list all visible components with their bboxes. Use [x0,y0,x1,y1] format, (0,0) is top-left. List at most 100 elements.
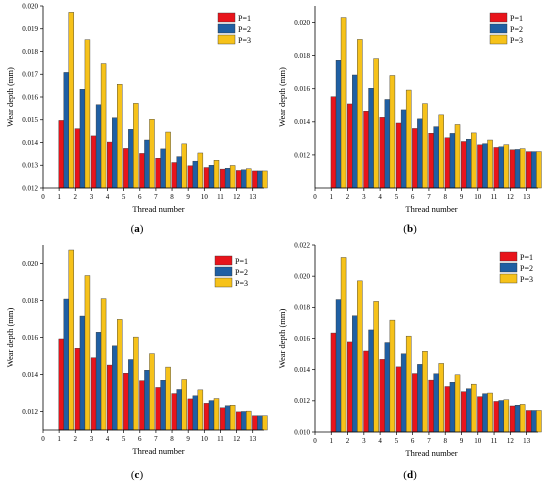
y-tick-label-d-6: 0.022 [294,241,310,249]
bar-b-P2-1 [335,60,342,189]
bar-d-P2-2 [352,315,358,433]
y-tick-label-a-4: 0.016 [22,93,38,101]
bar-a-P2-8 [176,156,182,189]
panel-label-a: (a) [131,223,144,235]
x-tick-label-c-12: 12 [233,435,241,443]
y-tick-label-c-4: 0.020 [22,260,38,268]
bar-d-P1-3 [363,350,369,433]
bar-b-P2-5 [400,109,407,189]
x-tick-label-a-13: 13 [249,193,257,201]
x-tick-label-b-6: 6 [411,193,415,201]
bar-d-P2-7 [433,373,439,433]
x-tick-label-a-4: 4 [106,193,110,201]
bar-b-P3-2 [357,39,363,189]
bar-a-P1-5 [123,148,129,189]
x-tick-label-b-3: 3 [362,193,366,201]
bar-c-P3-12 [246,410,252,431]
legend-swatch-a-P2 [217,23,236,34]
bar-a-P2-9 [192,160,199,189]
bar-b-P3-10 [487,139,493,189]
bar-c-P1-4 [106,364,113,431]
bar-b-P1-13 [526,151,532,189]
bar-d-P1-1 [330,332,337,433]
bar-a-P3-11 [229,165,236,189]
x-tick-label-a-3: 3 [90,193,94,201]
bar-c-P2-2 [79,315,86,431]
bar-d-P1-2 [347,341,353,433]
legend-label-a-P3: P=3 [238,36,251,45]
bar-d-P2-6 [417,364,423,433]
x-tick-label-c-13: 13 [249,435,257,443]
bar-a-P3-1 [68,12,75,189]
x-tick-label-a-6: 6 [138,193,142,201]
y-tick-label-d-0: 0.010 [294,428,310,436]
x-tick-label-c-2: 2 [74,435,78,443]
bar-d-P2-1 [335,299,342,433]
y-tick-label-d-4: 0.018 [294,304,310,312]
bar-c-P1-6 [139,380,145,431]
bar-c-P2-8 [176,389,182,431]
x-tick-label-a-0: 0 [41,193,45,201]
bar-c-P3-13 [262,415,268,431]
panel-label-b: (b) [403,223,417,235]
legend-swatch-d-P1 [499,251,518,262]
bar-d-P3-3 [373,301,379,433]
panel-label-c: (c) [131,469,144,481]
chart-panel-c: 0 1 2 3 4 5 6 7 8 9 10 11 12 130.0120.0140.0160.0180.… [5,245,268,456]
bar-b-P3-13 [536,151,542,189]
bar-a-P1-1 [58,120,65,189]
bar-c-P2-3 [95,332,102,431]
bar-d-P2-5 [400,353,407,433]
bar-a-P2-11 [224,168,231,189]
bar-c-P2-4 [111,345,118,431]
y-tick-label-c-1: 0.014 [22,371,38,379]
y-tick-label-d-3: 0.016 [294,335,310,343]
bar-a-P1-13 [252,170,258,189]
bar-d-P3-6 [422,351,428,433]
bar-d-P1-7 [428,379,434,433]
bar-d-P2-10 [482,393,488,433]
bar-c-P3-4 [116,319,123,431]
bar-c-P2-6 [144,370,150,431]
legend-label-b-P2: P=2 [510,25,523,34]
bar-a-P3-9 [197,152,204,189]
bar-a-P3-3 [100,63,107,189]
bar-a-P3-4 [116,84,123,189]
bar-b-P3-9 [471,132,477,189]
bar-b-P2-12 [514,149,521,189]
bar-a-P3-12 [246,168,252,189]
x-axis-title-a: Thread number [132,204,184,214]
bar-b-P3-8 [454,124,461,189]
bar-d-P3-12 [519,404,526,433]
y-tick-label-a-6: 0.018 [22,48,38,56]
bar-d-P3-4 [389,319,396,433]
y-tick-label-a-2: 0.014 [22,139,38,147]
bar-b-P3-7 [438,114,444,189]
legend-label-b-P1: P=1 [510,14,523,23]
bar-a-P1-9 [187,165,194,189]
y-tick-label-a-3: 0.015 [22,116,38,124]
bar-c-P1-7 [155,387,161,431]
bar-a-P3-10 [213,160,220,189]
bar-a-P1-12 [236,170,242,189]
x-tick-label-b-4: 4 [378,193,382,201]
bar-b-P1-8 [444,137,451,189]
bar-b-P2-8 [449,133,456,189]
bar-d-P3-7 [438,363,444,433]
legend-swatch-b-P1 [489,12,508,23]
y-tick-label-b-0: 0.012 [294,151,310,159]
x-tick-label-c-11: 11 [217,435,224,443]
bar-c-P1-11 [219,407,226,431]
bar-c-P3-8 [181,379,187,431]
bar-a-P2-2 [79,89,86,189]
legend-label-d-P3: P=3 [520,275,533,284]
y-tick-label-b-4: 0.020 [294,19,310,27]
bar-b-P2-7 [433,126,439,189]
x-tick-label-d-12: 12 [507,437,515,445]
bar-b-P2-9 [466,138,472,189]
bar-c-P2-12 [241,411,247,431]
bar-a-P1-10 [203,167,210,189]
bar-b-P3-5 [405,89,412,189]
bar-c-P1-1 [58,338,65,431]
bar-b-P2-6 [417,118,423,189]
